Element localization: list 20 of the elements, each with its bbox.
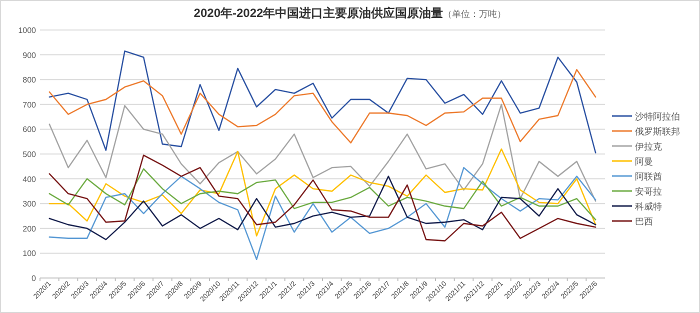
legend-label: 阿曼 [635,156,653,166]
y-tick-label: 900 [22,50,37,60]
y-tick-label: 800 [22,76,37,85]
y-tick-label: 0 [32,274,37,283]
legend-label: 沙特阿拉伯 [635,112,680,122]
y-tick-label: 300 [22,200,37,209]
legend-label: 科威特 [635,202,662,212]
legend-label: 阿联酋 [635,172,662,182]
y-tick-label: 200 [22,224,37,234]
y-tick-label: 100 [22,249,37,258]
legend-label: 伊拉克 [635,142,662,152]
y-tick-label: 400 [22,174,37,184]
y-tick-label: 600 [22,125,37,134]
y-tick-label: 500 [22,150,37,159]
title: 2020年-2022年中国进口主要原油供应国原油量（单位：万吨） [194,6,506,20]
y-tick-label: 1000 [18,26,37,35]
legend-label: 巴西 [635,216,653,226]
legend-label: 安哥拉 [635,186,662,196]
y-tick-label: 700 [22,100,37,110]
legend-label: 俄罗斯联邦 [635,126,680,136]
